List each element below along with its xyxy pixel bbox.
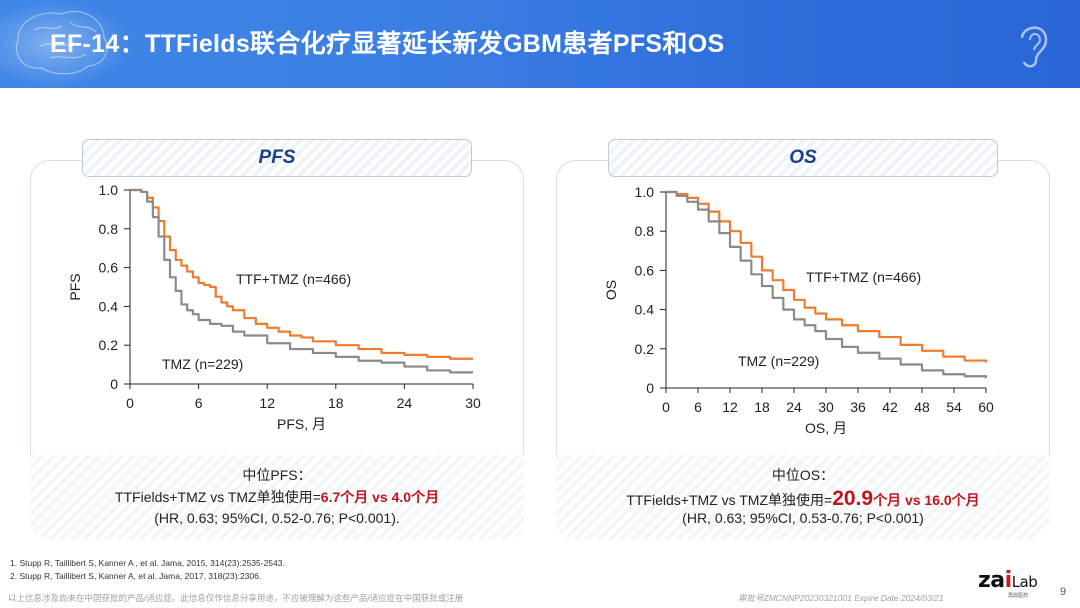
os-median-tmz: 16.0个月 (924, 492, 980, 508)
os-y-tick-label: 0.2 (635, 341, 655, 357)
pfs-summary: 中位PFS： TTFields+TMZ vs TMZ单独使用=6.7个月 vs … (30, 455, 524, 540)
pfs-summary-heading: 中位PFS： (242, 467, 312, 483)
pfs-series-tmz-line (130, 188, 473, 374)
reference-2: 2. Stupp R, Taillibert S, Kanner A, et a… (10, 571, 262, 581)
os-x-tick-label: 48 (914, 399, 930, 415)
os-median-ttf-unit: 个月 (873, 492, 902, 508)
disclaimer: 以上信息涉及尚未在中国获批的产品/适应症。此信息仅作信息分享用途，不应被理解为这… (8, 593, 464, 603)
os-x-tick-label: 6 (694, 399, 702, 415)
os-summary-comparison: TTFields+TMZ vs TMZ单独使用=20.9个月 vs 16.0个月 (556, 487, 1050, 511)
os-x-tick-label: 18 (754, 399, 770, 415)
logo-text-i: i (1004, 568, 1013, 593)
logo-text-a: za (978, 568, 1005, 593)
page-title: EF-14：TTFields联合化疗显著延长新发GBM患者PFS和OS (50, 30, 725, 58)
ear-icon (1014, 18, 1054, 70)
os-x-axis-label: OS, 月 (805, 420, 847, 436)
pfs-summary-prefix: TTFields+TMZ vs TMZ单独使用= (114, 489, 321, 505)
pfs-series-label-tmz: TMZ (n=229) (162, 356, 243, 372)
os-summary-heading: 中位OS： (771, 467, 835, 483)
os-series-tmz-line (666, 190, 988, 379)
pfs-y-tick-label: 0 (110, 376, 118, 392)
os-x-tick-label: 12 (722, 399, 738, 415)
os-tab-label: OS (608, 139, 998, 177)
pfs-median-ttf: 6.7个月 (320, 489, 369, 505)
os-y-axis-label: OS (603, 280, 619, 300)
pfs-summary-hr: (HR, 0.63; 95%CI, 0.52-0.76; P<0.001). (154, 510, 400, 526)
brain-icon (0, 0, 130, 88)
pfs-x-tick-label: 24 (397, 395, 413, 411)
approval-code: 审批号ZMCNNP20230321001 Expire Date 2024/03… (738, 593, 944, 603)
os-median-ttf-number: 20.9 (832, 487, 874, 510)
logo-text-b: Lab (1011, 573, 1038, 591)
page-number: 9 (1060, 586, 1067, 598)
pfs-vs: vs (368, 489, 392, 505)
pfs-y-axis-label: PFS (67, 273, 83, 300)
logo-sub: 再鼎医药 (1008, 593, 1029, 599)
pfs-y-tick-label: 0.8 (99, 221, 119, 237)
os-y-tick-label: 0.4 (635, 302, 655, 318)
os-km-chart: 0 0.2 0.4 0.6 0.8 1.0 0 6 12 18 24 30 36 42 48 54 60 OS, … (603, 184, 994, 436)
pfs-x-tick-label: 30 (465, 395, 481, 411)
os-x-tick-label: 54 (946, 399, 962, 415)
title-banner: EF-14：TTFields联合化疗显著延长新发GBM患者PFS和OS (0, 0, 1080, 88)
os-summary-prefix: TTFields+TMZ vs TMZ单独使用= (626, 492, 833, 508)
os-x-tick-label: 42 (882, 399, 898, 415)
os-x-tick-label: 60 (978, 399, 994, 415)
zai-lab-logo: zaiLab 再鼎医药 (978, 568, 1046, 600)
os-y-tick-label: 0.6 (635, 262, 655, 278)
os-y-tick-label: 1.0 (635, 184, 655, 200)
pfs-y-tick-label: 0.6 (99, 260, 119, 276)
pfs-y-tick-label: 0.2 (99, 337, 119, 353)
os-series-label-ttf-tmz: TTF+TMZ (n=466) (806, 269, 921, 285)
pfs-x-tick-label: 12 (259, 395, 275, 411)
os-summary-hr: (HR, 0.63; 95%CI, 0.53-0.76; P<0.001) (682, 510, 924, 526)
pfs-median-tmz: 4.0个月 (391, 489, 440, 505)
os-x-tick-label: 0 (662, 399, 670, 415)
pfs-km-chart: 0 0.2 0.4 0.6 0.8 1.0 0 6 12 18 24 30 PFS, 月 PFS TTF+T… (67, 182, 481, 432)
pfs-x-axis-label: PFS, 月 (277, 416, 326, 432)
pfs-y-tick-label: 0.4 (99, 298, 119, 314)
os-summary: 中位OS： TTFields+TMZ vs TMZ单独使用=20.9个月 vs … (556, 455, 1050, 540)
os-vs: vs (901, 492, 925, 508)
pfs-series-label-ttf-tmz: TTF+TMZ (n=466) (236, 271, 351, 287)
pfs-summary-comparison: TTFields+TMZ vs TMZ单独使用=6.7个月 vs 4.0个月 (30, 487, 524, 507)
os-x-tick-label: 36 (850, 399, 866, 415)
os-series-label-tmz: TMZ (n=229) (738, 353, 819, 369)
os-x-tick-label: 30 (818, 399, 834, 415)
pfs-y-tick-label: 1.0 (99, 182, 119, 198)
pfs-tab-label: PFS (82, 139, 472, 177)
os-x-tick-label: 24 (786, 399, 802, 415)
reference-1: 1. Stupp R, Taillibert S, Kanner A , et … (10, 558, 285, 568)
pfs-x-tick-label: 0 (126, 395, 134, 411)
os-y-tick-label: 0.8 (635, 223, 655, 239)
pfs-x-tick-label: 6 (195, 395, 203, 411)
references: 1. Stupp R, Taillibert S, Kanner A , et … (10, 557, 285, 583)
pfs-x-tick-label: 18 (328, 395, 344, 411)
os-y-tick-label: 0 (646, 380, 654, 396)
